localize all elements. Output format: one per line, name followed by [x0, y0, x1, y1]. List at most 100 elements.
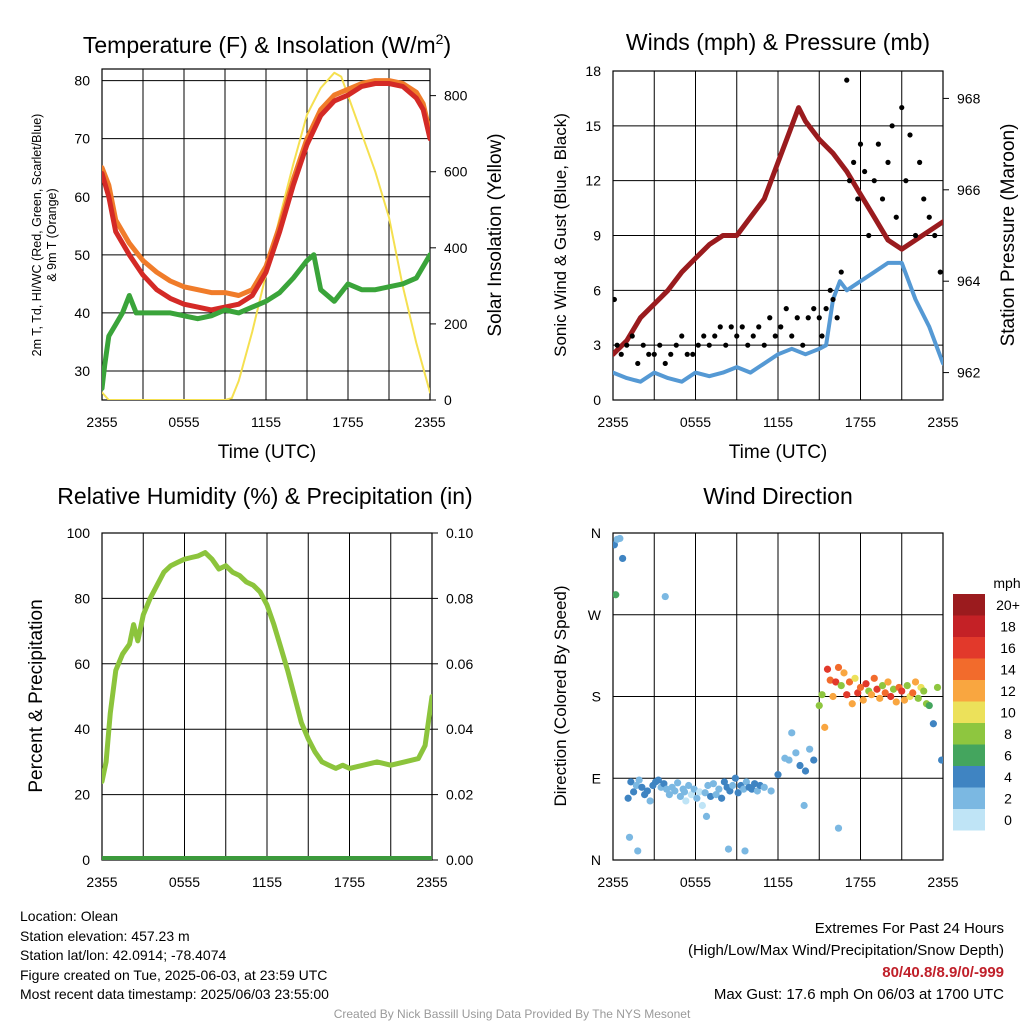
gust-point: [830, 296, 836, 303]
x-tick-label: 1755: [845, 414, 876, 430]
plot-frame: [612, 70, 944, 401]
gust-point: [723, 342, 729, 348]
direction-point: [643, 787, 651, 795]
created-text: Figure created on Tue, 2025-06-03, at 23…: [20, 966, 328, 983]
direction-point: [704, 781, 712, 790]
direction-point: [742, 778, 750, 786]
plot-area: [102, 550, 432, 860]
winds-xlabel: Time (UTC): [729, 442, 828, 463]
direction-point: [851, 674, 859, 682]
temperature-ylabel: 2m T, Td, HI/WC (Red, Green, Scarlet/Blu…: [30, 114, 44, 357]
gust-point: [794, 315, 800, 321]
y-tick-label: 60: [74, 656, 90, 672]
direction-point: [613, 591, 620, 599]
gust-point: [899, 104, 905, 111]
direction-point: [854, 689, 862, 697]
gust-point: [819, 333, 825, 339]
direction-point: [690, 785, 698, 793]
gust-point: [614, 342, 620, 348]
direction-point: [859, 696, 867, 704]
direction-point: [792, 749, 800, 757]
x-tick-label: 2355: [86, 874, 117, 890]
direction-point: [843, 691, 851, 699]
gust-point: [846, 178, 853, 184]
direction-point: [741, 847, 749, 855]
pressure-ylabel: Station Pressure (Maroon): [998, 124, 1019, 347]
direction-point: [661, 592, 669, 601]
x-tick-label: 1155: [251, 414, 281, 430]
direction-point: [680, 788, 689, 796]
direction-point: [837, 682, 845, 690]
temperature-title: Temperature (F) & Insolation (W/m2): [83, 31, 451, 58]
direction-title: Wind Direction: [703, 483, 853, 509]
series-line-2m-t: [102, 81, 430, 313]
temperature-ylabel2: & 9m T (Orange): [45, 188, 59, 281]
gust-point: [862, 168, 868, 175]
gust-point: [629, 333, 635, 339]
gust-point: [903, 178, 909, 184]
direction-point: [829, 692, 837, 701]
gust-point: [800, 342, 806, 348]
x-tick-label: 2355: [597, 874, 628, 890]
plot-area: [613, 534, 943, 855]
legend-label: 4: [1004, 769, 1012, 785]
direction-point: [613, 541, 618, 549]
gust-point: [917, 159, 923, 165]
gust-point: [734, 333, 740, 339]
series-line-station-pressure: [613, 105, 943, 357]
gust-point: [932, 232, 938, 239]
x-tick-label: 2355: [416, 874, 447, 890]
gust-point: [745, 342, 751, 348]
legend-swatch: [953, 766, 985, 788]
direction-point: [630, 788, 638, 796]
y-tick-label: 60: [74, 189, 90, 205]
series-line-td: [102, 252, 430, 391]
direction-point: [619, 554, 627, 563]
y2-tick-label: 800: [444, 88, 468, 104]
gust-point: [739, 324, 745, 330]
direction-point: [724, 845, 733, 853]
humidity-panel: Relative Humidity (%) & Precipitation (i…: [26, 483, 473, 890]
x-tick-label: 2355: [597, 414, 628, 430]
direction-point: [709, 780, 717, 788]
direction-point: [815, 701, 823, 710]
direction-point: [933, 683, 942, 692]
direction-point: [693, 794, 701, 802]
y-tick-label: 40: [74, 305, 90, 321]
x-tick-label: 0555: [680, 414, 711, 430]
gust-point: [772, 333, 778, 339]
direction-point: [881, 689, 889, 697]
direction-point: [674, 779, 682, 787]
direction-point: [774, 771, 782, 779]
y-tick-label: 6: [593, 282, 601, 298]
direction-point: [720, 778, 728, 786]
gust-point: [778, 324, 784, 330]
x-tick-label: 2355: [86, 414, 117, 430]
gust-point: [706, 342, 712, 348]
gust-point: [624, 342, 630, 348]
y-tick-label: 18: [585, 63, 601, 79]
direction-point: [887, 692, 895, 701]
direction-ylabel: Direction (Colored By Speed): [551, 585, 570, 806]
direction-point: [810, 756, 818, 764]
plot-area: [613, 77, 943, 384]
direction-point: [884, 678, 892, 686]
gust-point: [805, 315, 811, 321]
legend-swatch: [953, 615, 985, 637]
direction-point: [685, 781, 693, 790]
direction-point: [938, 756, 943, 764]
y2-tick-label: 966: [957, 182, 981, 198]
direction-point: [862, 680, 870, 688]
temperature-panel: Temperature (F) & Insolation (W/m2) 2m T…: [30, 31, 506, 463]
legend-label: 16: [1000, 640, 1016, 656]
legend-swatch: [953, 658, 985, 680]
x-tick-label: 0555: [168, 414, 199, 430]
plot-frame: [101, 68, 431, 401]
gust-point: [871, 178, 877, 184]
direction-point: [712, 791, 720, 799]
gust-point: [811, 306, 817, 312]
y-tick-label: N: [591, 852, 601, 868]
elevation-text: Station elevation: 457.23 m: [20, 927, 190, 944]
winds-panel: Winds (mph) & Pressure (mb) Sonic Wind &…: [551, 29, 1019, 463]
gust-point: [701, 333, 707, 339]
